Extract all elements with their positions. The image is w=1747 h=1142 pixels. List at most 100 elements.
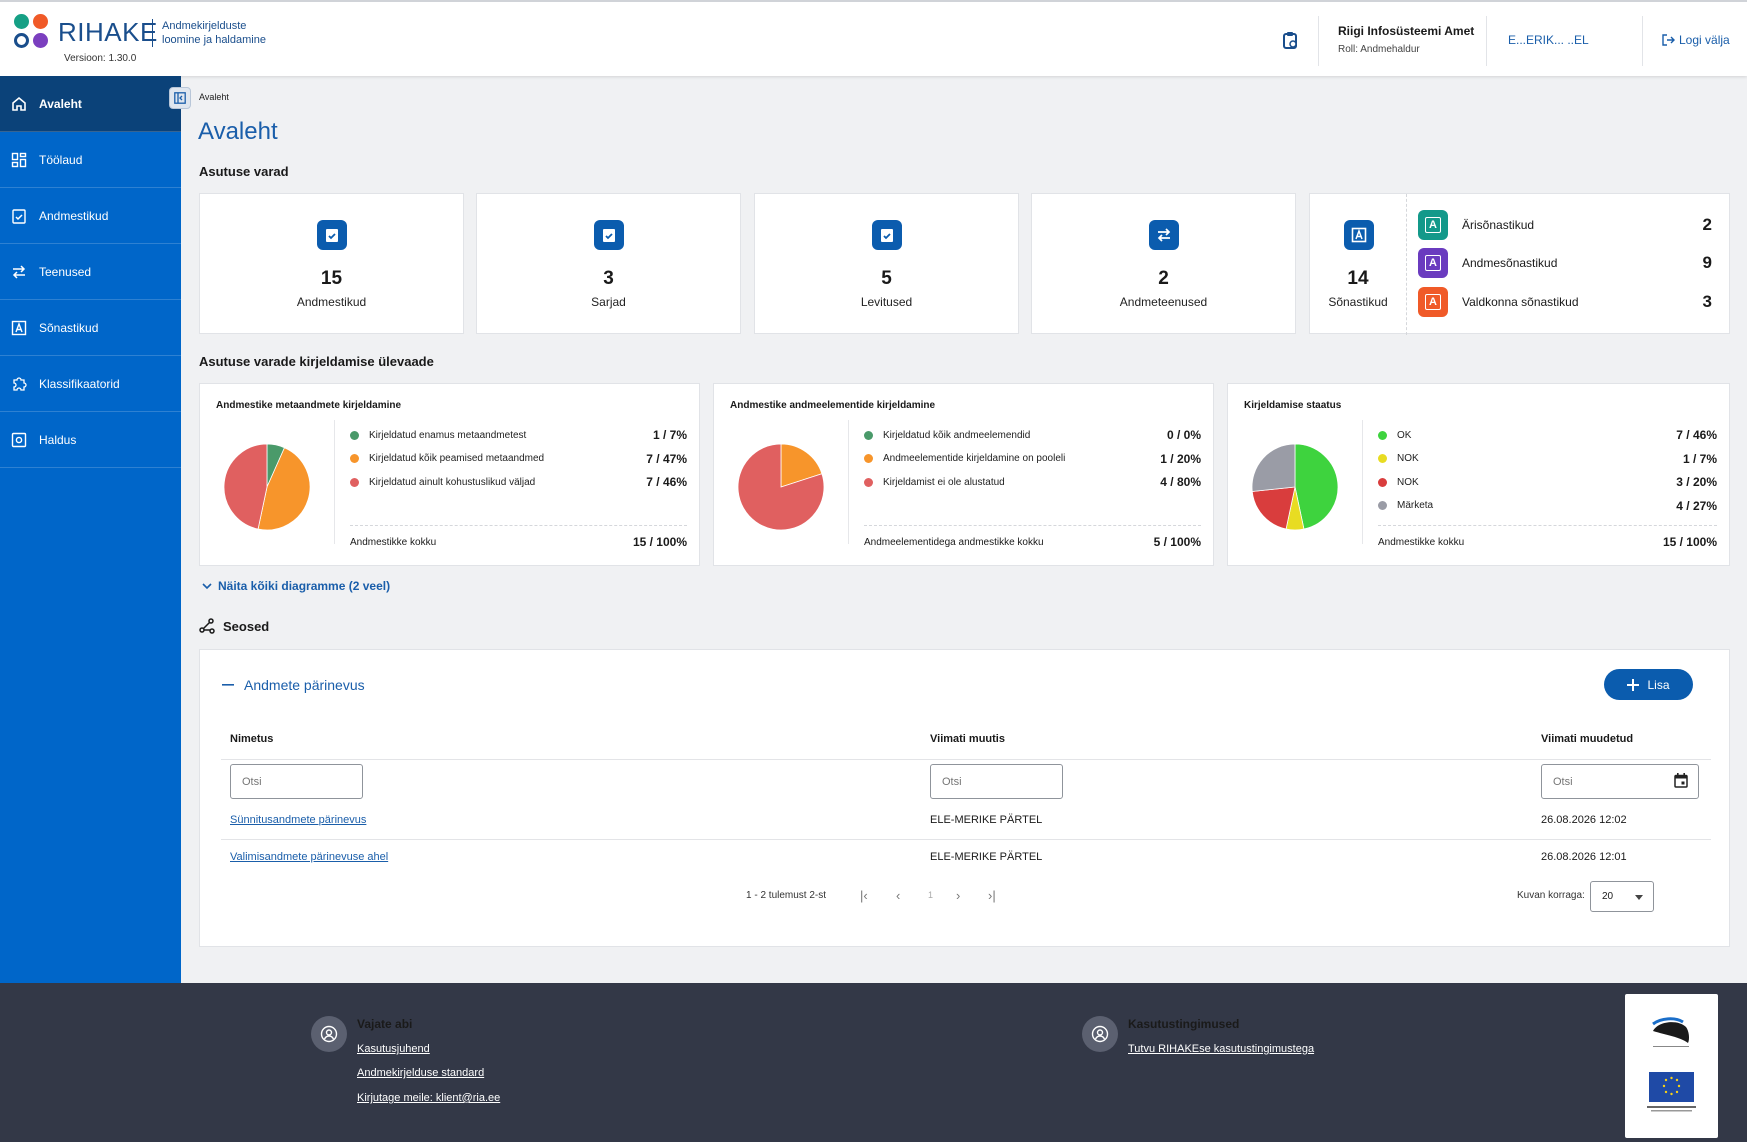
total-label: Andmestikke kokku xyxy=(350,536,437,548)
legend-label: Kirjeldatud kõik peamised metaandmed xyxy=(369,453,545,464)
stat-value: 3 xyxy=(603,268,614,289)
legend-item[interactable]: OK 7 / 46% xyxy=(1378,428,1717,442)
legend-item[interactable]: NOK 3 / 20% xyxy=(1378,475,1717,489)
glossary-icon xyxy=(10,319,28,337)
rihake-logo[interactable] xyxy=(14,14,54,54)
app-version: Versioon: 1.30.0 xyxy=(64,53,137,64)
previous-page-icon[interactable]: ‹ xyxy=(896,888,901,903)
glossary-row-arisonastikud[interactable]: A Ärisõnastikud 2 xyxy=(1418,210,1712,240)
stat-card-levitused[interactable]: 5 Levitused xyxy=(754,193,1019,334)
calendar-icon[interactable] xyxy=(1674,773,1688,791)
sidebar-item-label: Sõnastikud xyxy=(39,320,99,335)
terms-link[interactable]: Tutvu RIHAKEse kasutustingimustega xyxy=(1128,1043,1315,1055)
modified-date-filter-input[interactable] xyxy=(1541,764,1699,799)
sidebar-item-toolaud[interactable]: Töölaud xyxy=(0,132,181,188)
stat-card-andmestikud[interactable]: 15 Andmestikud xyxy=(199,193,464,334)
table-row-name-link[interactable]: Sünnitusandmete pärinevus xyxy=(230,814,367,826)
table-row-name-link[interactable]: Valimisandmete pärinevuse ahel xyxy=(230,851,389,863)
column-header-nimetus[interactable]: Nimetus xyxy=(230,733,274,745)
pie-slice[interactable] xyxy=(1251,443,1296,492)
pie-chart[interactable] xyxy=(736,442,826,532)
chart-divider xyxy=(848,420,849,544)
column-header-viimati-muutis[interactable]: Viimati muutis xyxy=(930,733,1005,745)
sidebar-item-andmestikud[interactable]: Andmestikud xyxy=(0,188,181,244)
terms-user-icon xyxy=(1082,1016,1118,1052)
legend-item[interactable]: Kirjeldatud kõik andmeelemendid 0 / 0% xyxy=(864,428,1201,442)
standard-link[interactable]: Andmekirjelduse standard xyxy=(357,1067,485,1079)
header-divider xyxy=(1318,16,1319,66)
header-divider xyxy=(221,759,1711,760)
glossary-row-andmesonastikud[interactable]: A Andmesõnastikud 9 xyxy=(1418,248,1712,278)
footer xyxy=(0,983,1747,1142)
stat-card-sarjad[interactable]: 3 Sarjad xyxy=(476,193,741,334)
stat-label: Andmeteenused xyxy=(1119,295,1208,309)
chevron-down-icon xyxy=(202,583,212,590)
sidebar-item-avaleht[interactable]: Avaleht xyxy=(0,76,181,132)
current-page[interactable]: 1 xyxy=(928,890,934,900)
stat-card-andmeteenused[interactable]: 2 Andmeteenused xyxy=(1031,193,1296,334)
logout-button[interactable]: Logi välja xyxy=(1662,33,1730,47)
name-filter-input[interactable] xyxy=(230,764,363,799)
glossary-total: 14 Sõnastikud xyxy=(1310,194,1407,335)
show-all-charts-link[interactable]: Näita kõiki diagramme (2 veel) xyxy=(202,579,390,593)
sidebar-item-sonastikud[interactable]: Sõnastikud xyxy=(0,300,181,356)
glossary-label: Ärisõnastikud xyxy=(1462,218,1535,232)
modified-by-filter-input[interactable] xyxy=(930,764,1063,799)
chart-card-data-elements: Andmestike andmeelementide kirjeldamine K… xyxy=(713,383,1214,566)
add-button-label: Lisa xyxy=(1647,677,1670,692)
per-page-select[interactable]: 20 xyxy=(1590,881,1654,912)
stat-value: 5 xyxy=(881,268,892,289)
stat-value: 15 xyxy=(320,268,343,289)
glossary-row-valdkonna-sonastikud[interactable]: A Valdkonna sõnastikud 3 xyxy=(1418,287,1712,317)
sidebar-item-teenused[interactable]: Teenused xyxy=(0,244,181,300)
total-label: Andmestikke kokku xyxy=(1378,536,1465,548)
glossary-icon: A xyxy=(1418,248,1448,278)
stat-card-sonastikud[interactable]: 14 Sõnastikud xyxy=(1309,193,1730,335)
eu-funding-logo xyxy=(1647,1017,1696,1112)
first-page-icon[interactable]: |‹ xyxy=(860,888,868,903)
lineage-accordion-toggle[interactable]: Andmete pärinevus xyxy=(222,677,365,693)
collapse-sidebar-button[interactable] xyxy=(169,87,191,109)
arrows-exchange-icon xyxy=(10,263,28,281)
legend-item[interactable]: Andmeelementide kirjeldamine on pooleli 1… xyxy=(864,452,1201,466)
column-header-viimati-muudetud[interactable]: Viimati muudetud xyxy=(1541,733,1634,745)
next-page-icon[interactable]: › xyxy=(956,888,961,903)
last-page-icon[interactable]: ›| xyxy=(988,888,996,903)
user-guide-link[interactable]: Kasutusjuhend xyxy=(357,1043,430,1055)
legend-label: Kirjeldamist ei ole alustatud xyxy=(883,476,1005,488)
legend-label: Kirjeldatud enamus metaandmetest xyxy=(369,429,527,441)
clipboard-check-icon xyxy=(594,220,624,250)
sidebar: Avaleht Töölaud Andmestikud Teenused Sõn… xyxy=(0,76,181,983)
support-user-icon xyxy=(311,1016,347,1052)
pie-slice[interactable] xyxy=(1251,486,1296,530)
clipboard-check-icon xyxy=(317,220,347,250)
breadcrumb[interactable]: Avaleht xyxy=(199,92,229,102)
legend-item[interactable]: Kirjeldatud enamus metaandmetest 1 / 7% xyxy=(350,428,687,442)
stat-label: Andmestikud xyxy=(296,295,367,309)
sidebar-item-label: Avaleht xyxy=(39,96,82,111)
pie-slice[interactable] xyxy=(1294,443,1339,530)
legend-item[interactable]: Kirjeldatud kõik peamised metaandmed 7 / … xyxy=(350,452,687,466)
add-lineage-button[interactable]: Lisa xyxy=(1604,669,1693,700)
chart-title: Kirjeldamise staatus xyxy=(1244,400,1342,411)
pie-slice[interactable] xyxy=(737,443,825,531)
sidebar-item-klassifikaatorid[interactable]: Klassifikaatorid xyxy=(0,356,181,412)
logout-icon xyxy=(1662,34,1675,46)
pie-slice[interactable] xyxy=(257,447,311,531)
glossary-label: Andmesõnastikud xyxy=(1462,256,1558,270)
legend-value: 4 / 27% xyxy=(1676,498,1717,513)
email-link[interactable]: Kirjutage meile: klient@ria.ee xyxy=(357,1092,501,1104)
legend-item[interactable]: Kirjeldatud ainult kohustuslikud väljad 7… xyxy=(350,475,687,489)
legend-item[interactable]: Kirjeldamist ei ole alustatud 4 / 80% xyxy=(864,475,1201,489)
chart-total-row: Andmeelementidega andmestikke kokku 5 / 1… xyxy=(864,534,1201,550)
total-divider xyxy=(1378,525,1717,526)
clipboard-notification-icon[interactable] xyxy=(1282,31,1298,52)
sidebar-item-haldus[interactable]: Haldus xyxy=(0,412,181,468)
legend-item[interactable]: NOK 1 / 7% xyxy=(1378,452,1717,466)
pie-slice[interactable] xyxy=(780,443,823,488)
pie-chart[interactable] xyxy=(1250,442,1340,532)
pie-slice[interactable] xyxy=(223,443,268,530)
pie-chart[interactable] xyxy=(222,442,312,532)
user-name[interactable]: E...ERIK... ..EL xyxy=(1508,33,1589,47)
legend-item[interactable]: Märketa 4 / 27% xyxy=(1378,499,1717,513)
